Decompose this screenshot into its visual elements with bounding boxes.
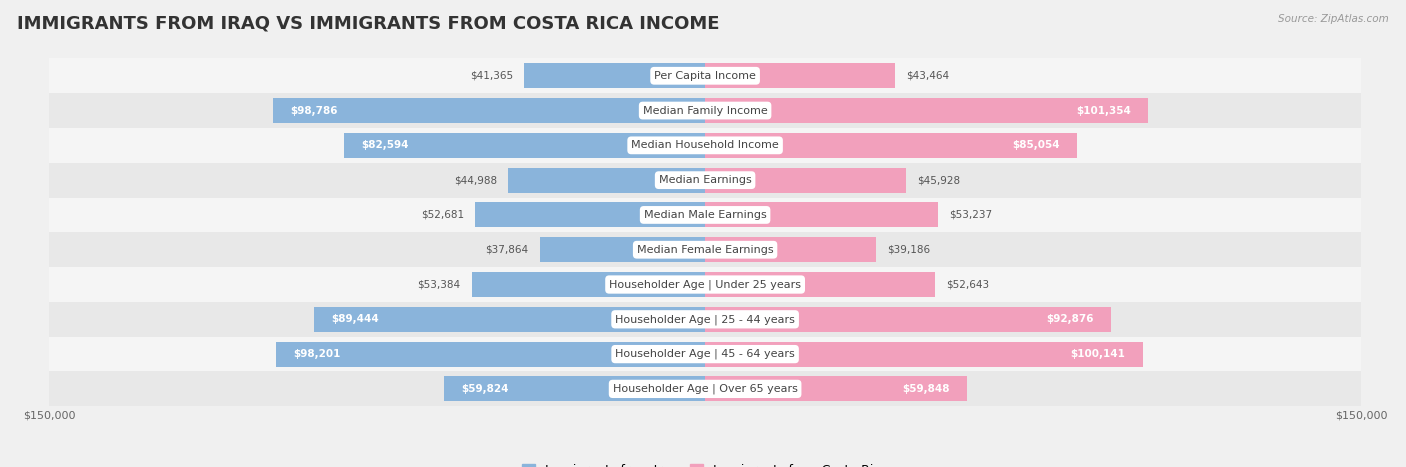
- Text: $43,464: $43,464: [905, 71, 949, 81]
- Text: $39,186: $39,186: [887, 245, 931, 255]
- Bar: [49, 198, 1361, 232]
- Legend: Immigrants from Iraq, Immigrants from Costa Rica: Immigrants from Iraq, Immigrants from Co…: [522, 464, 889, 467]
- Bar: [509, 168, 706, 193]
- Text: Householder Age | 45 - 64 years: Householder Age | 45 - 64 years: [616, 349, 794, 359]
- Text: $98,786: $98,786: [291, 106, 337, 115]
- Text: Median Household Income: Median Household Income: [631, 141, 779, 150]
- Text: $82,594: $82,594: [361, 141, 409, 150]
- Text: IMMIGRANTS FROM IRAQ VS IMMIGRANTS FROM COSTA RICA INCOME: IMMIGRANTS FROM IRAQ VS IMMIGRANTS FROM …: [17, 14, 720, 32]
- Bar: [276, 341, 706, 367]
- Bar: [49, 302, 1361, 337]
- Text: Median Female Earnings: Median Female Earnings: [637, 245, 773, 255]
- Bar: [540, 237, 706, 262]
- Bar: [524, 63, 706, 88]
- Text: $41,365: $41,365: [470, 71, 513, 81]
- Text: $45,928: $45,928: [917, 175, 960, 185]
- Bar: [49, 163, 1361, 198]
- Bar: [49, 267, 1361, 302]
- Bar: [273, 98, 706, 123]
- Text: Per Capita Income: Per Capita Income: [654, 71, 756, 81]
- Bar: [706, 237, 876, 262]
- Bar: [49, 232, 1361, 267]
- Bar: [706, 272, 935, 297]
- Text: Householder Age | 25 - 44 years: Householder Age | 25 - 44 years: [616, 314, 794, 325]
- Bar: [344, 133, 706, 158]
- Bar: [706, 98, 1149, 123]
- Bar: [49, 372, 1361, 406]
- Bar: [49, 93, 1361, 128]
- Text: $44,988: $44,988: [454, 175, 498, 185]
- Bar: [443, 376, 706, 402]
- Text: $53,384: $53,384: [418, 280, 461, 290]
- Bar: [49, 58, 1361, 93]
- Bar: [706, 63, 896, 88]
- Text: $101,354: $101,354: [1076, 106, 1130, 115]
- Bar: [706, 168, 905, 193]
- Bar: [49, 128, 1361, 163]
- Text: Householder Age | Under 25 years: Householder Age | Under 25 years: [609, 279, 801, 290]
- Text: $92,876: $92,876: [1046, 314, 1094, 324]
- Text: $98,201: $98,201: [294, 349, 340, 359]
- Bar: [475, 202, 706, 227]
- Text: $85,054: $85,054: [1012, 141, 1060, 150]
- Bar: [706, 376, 967, 402]
- Text: Householder Age | Over 65 years: Householder Age | Over 65 years: [613, 384, 797, 394]
- Text: $89,444: $89,444: [332, 314, 380, 324]
- Bar: [49, 337, 1361, 372]
- Text: $100,141: $100,141: [1070, 349, 1125, 359]
- Text: Median Family Income: Median Family Income: [643, 106, 768, 115]
- Text: $52,681: $52,681: [420, 210, 464, 220]
- Text: $52,643: $52,643: [946, 280, 990, 290]
- Text: Median Earnings: Median Earnings: [659, 175, 751, 185]
- Bar: [314, 307, 706, 332]
- Bar: [706, 202, 938, 227]
- Text: $59,848: $59,848: [901, 384, 949, 394]
- Text: $59,824: $59,824: [461, 384, 509, 394]
- Text: $37,864: $37,864: [485, 245, 529, 255]
- Bar: [706, 133, 1077, 158]
- Bar: [706, 341, 1143, 367]
- Bar: [706, 307, 1111, 332]
- Bar: [471, 272, 706, 297]
- Text: Median Male Earnings: Median Male Earnings: [644, 210, 766, 220]
- Text: Source: ZipAtlas.com: Source: ZipAtlas.com: [1278, 14, 1389, 24]
- Text: $53,237: $53,237: [949, 210, 993, 220]
